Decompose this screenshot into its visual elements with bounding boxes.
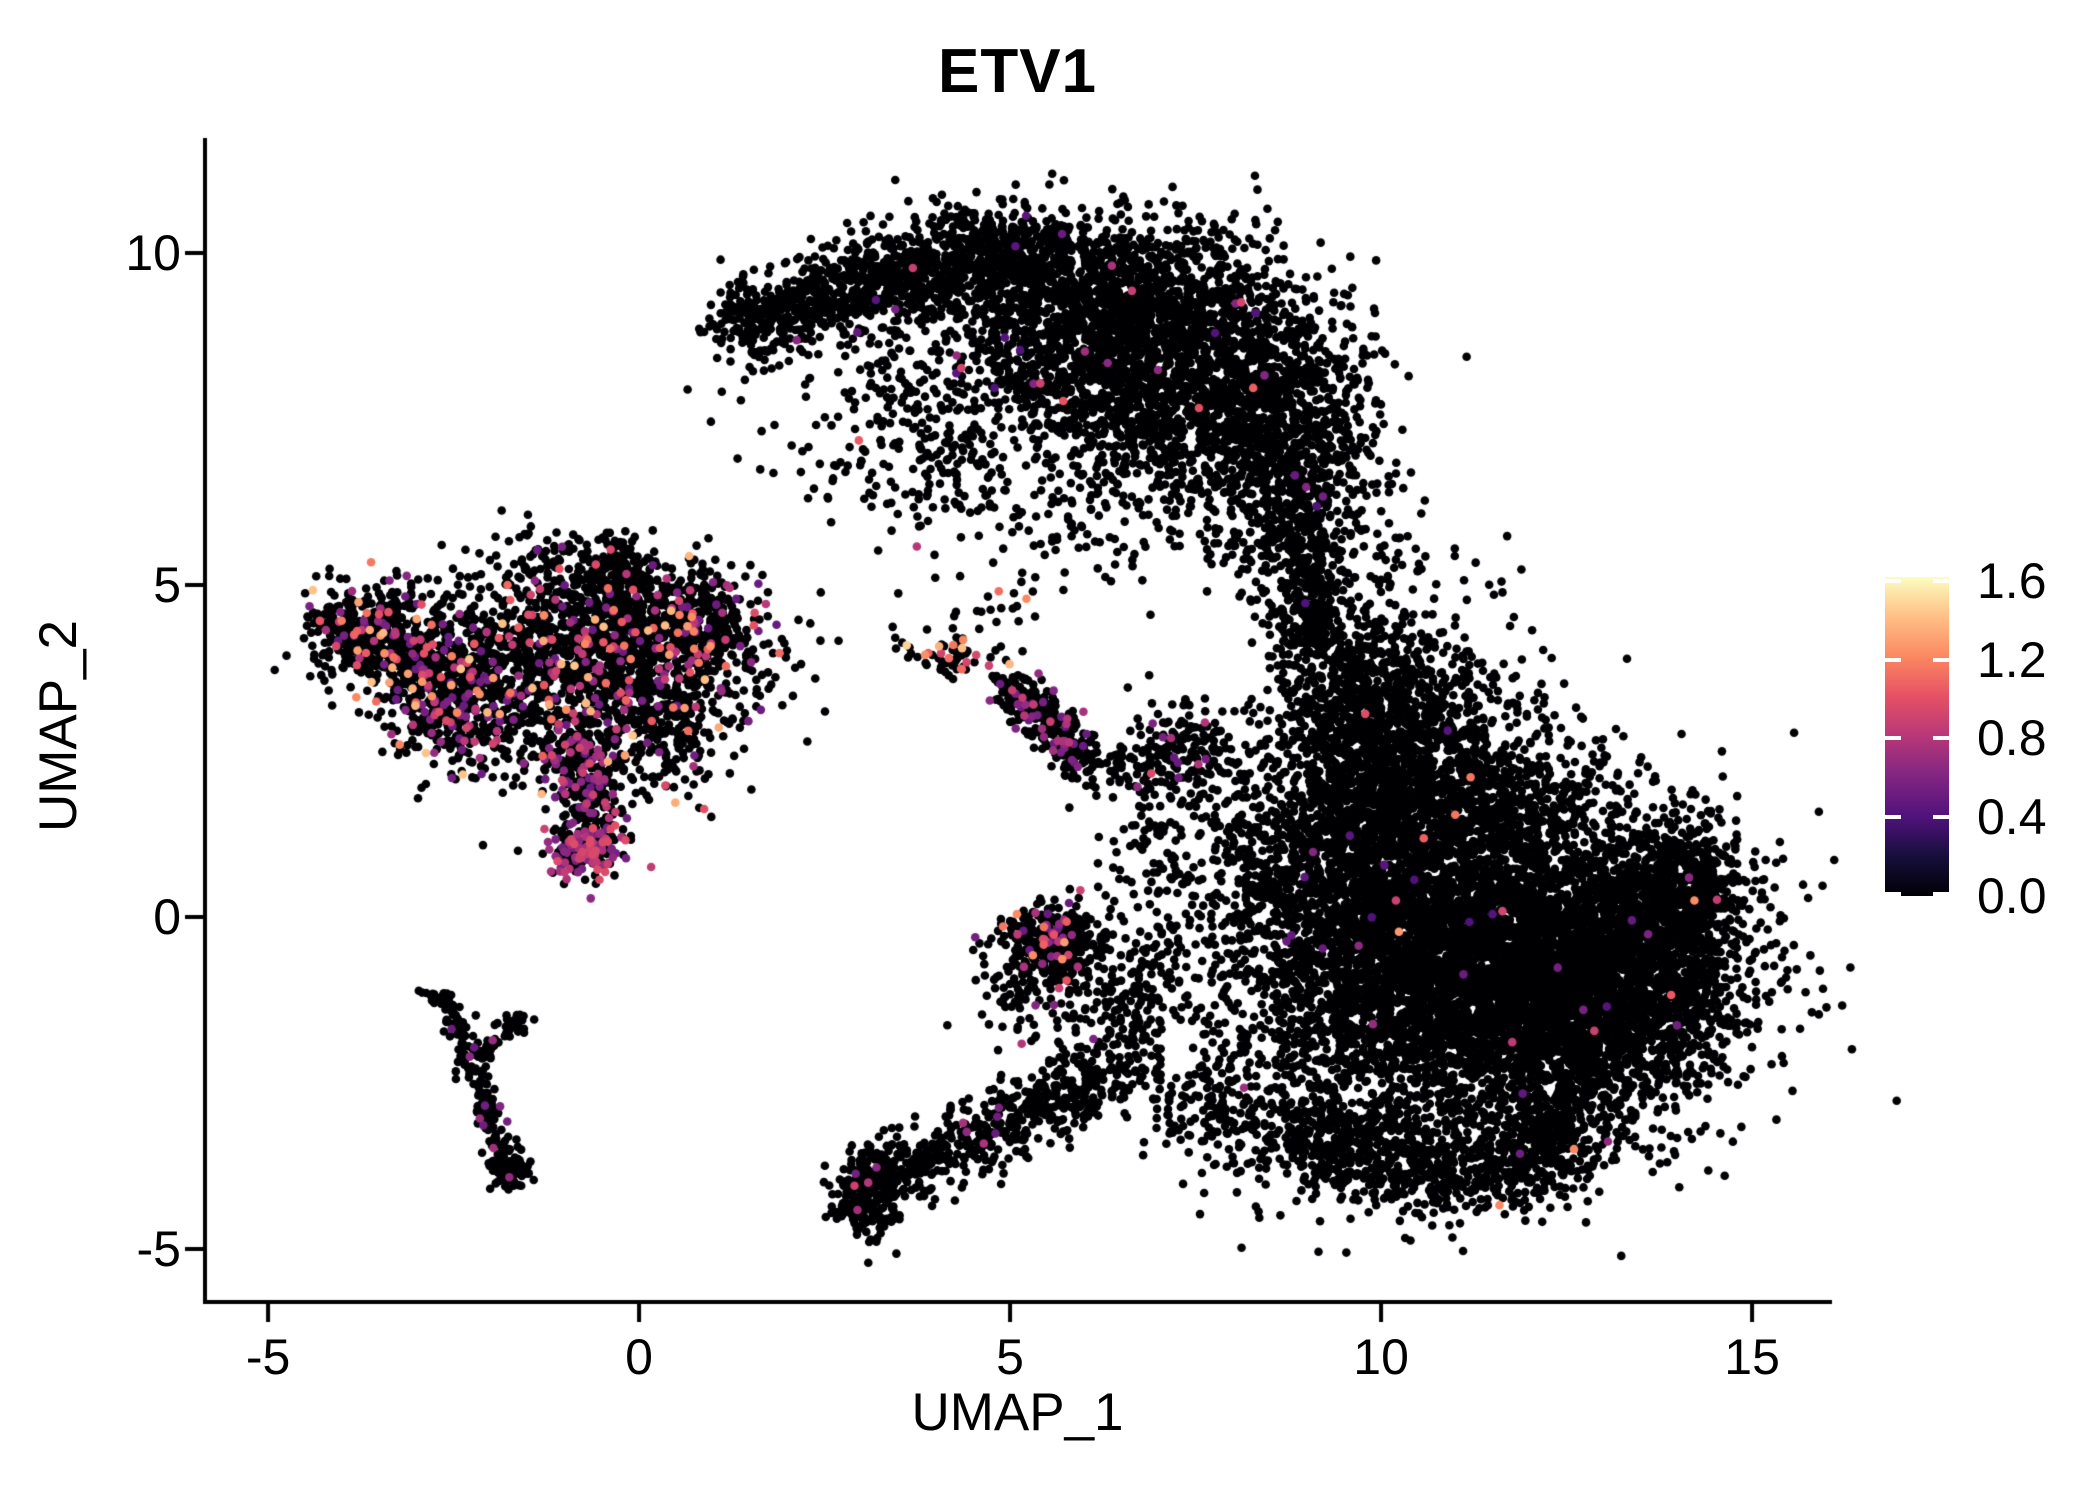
colorbar-tick xyxy=(1933,892,1949,896)
colorbar-tick-label: 0.0 xyxy=(1977,868,2047,924)
y-tick-label: 0 xyxy=(153,888,181,945)
y-tick-label: -5 xyxy=(136,1220,181,1277)
colorbar-tick xyxy=(1933,815,1949,820)
colorbar-tick-label: 0.4 xyxy=(1977,789,2047,846)
plot-title: ETV1 xyxy=(937,37,1098,106)
y-tick-label: 5 xyxy=(153,556,181,613)
x-tick-label: 5 xyxy=(996,1329,1024,1385)
colorbar-tick-label: 0.8 xyxy=(1977,710,2047,767)
colorbar-tick xyxy=(1933,657,1949,662)
x-tick-label: 0 xyxy=(625,1329,653,1385)
x-tick-label: -5 xyxy=(245,1329,291,1385)
colorbar-tick xyxy=(1933,736,1949,741)
colorbar-tick-label: 1.6 xyxy=(1977,552,2047,609)
y-tick-label: 10 xyxy=(125,224,181,281)
colorbar-tick xyxy=(1885,736,1901,741)
colorbar-tick xyxy=(1885,657,1901,662)
colorbar-tick-label: 1.2 xyxy=(1977,631,2047,688)
colorbar-tick xyxy=(1933,578,1949,583)
x-tick-label: 10 xyxy=(1353,1329,1409,1385)
colorbar-tick xyxy=(1885,892,1901,896)
colorbar xyxy=(1885,577,1949,896)
colorbar-tick xyxy=(1885,578,1901,583)
x-axis-title: UMAP_1 xyxy=(911,1383,1124,1442)
colorbar-tick xyxy=(1885,815,1901,820)
x-tick-label: 15 xyxy=(1724,1329,1780,1385)
